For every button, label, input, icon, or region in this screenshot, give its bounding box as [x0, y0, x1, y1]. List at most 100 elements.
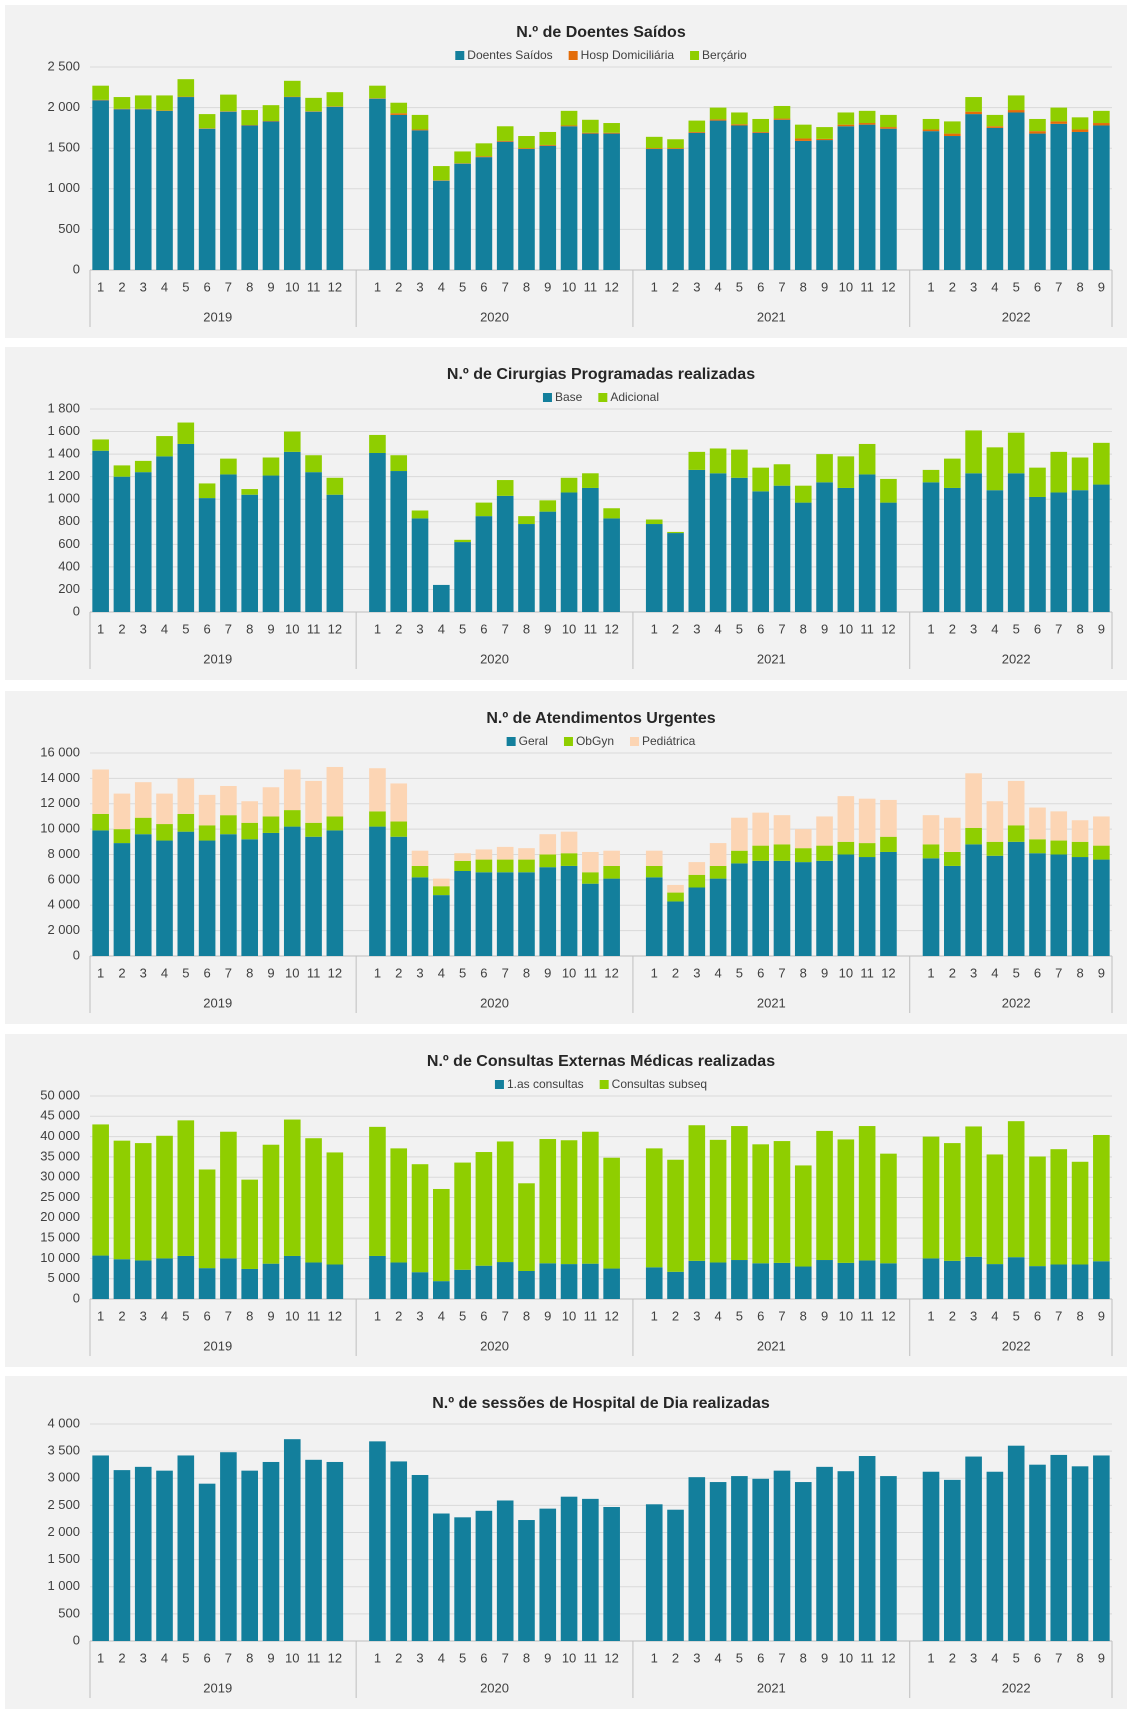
- bar-segment: [305, 111, 322, 270]
- group-label: 2021: [757, 1338, 786, 1353]
- bar-segment: [241, 1179, 258, 1269]
- bar-segment: [560, 125, 578, 127]
- bar-segment: [454, 870, 471, 956]
- bar: [816, 1466, 833, 1641]
- group-label: 2019: [203, 1338, 232, 1353]
- bar: [688, 1477, 706, 1641]
- bar-segment: [134, 109, 152, 270]
- bar-segment: [794, 140, 812, 270]
- bar-segment: [773, 118, 791, 120]
- bar-segment: [773, 485, 791, 612]
- bar-segment: [390, 455, 408, 472]
- bar-segment: [369, 98, 386, 270]
- y-tick-label: 0: [73, 1632, 80, 1647]
- bar-segment: [113, 1140, 131, 1260]
- bar-segment: [134, 1143, 152, 1261]
- bar-segment: [518, 848, 535, 860]
- bar-segment: [326, 92, 344, 107]
- bar-segment: [816, 454, 833, 483]
- x-tick-label: 7: [1055, 621, 1062, 636]
- group-label: 2021: [757, 1680, 786, 1695]
- x-tick-label: 5: [182, 621, 189, 636]
- x-tick-label: 7: [502, 1650, 509, 1665]
- x-tick-label: 10: [562, 621, 576, 636]
- x-tick-label: 12: [604, 1308, 618, 1323]
- y-tick-label: 2 500: [47, 58, 80, 73]
- bar-segment: [837, 487, 855, 612]
- x-tick-label: 6: [203, 1650, 210, 1665]
- y-tick-label: 40 000: [40, 1128, 80, 1143]
- bar-segment: [1007, 841, 1025, 956]
- bar-segment: [198, 825, 216, 841]
- x-tick-label: 2: [118, 279, 125, 294]
- bar-segment: [944, 458, 961, 488]
- bar: [390, 1461, 408, 1641]
- bar: [262, 1461, 280, 1641]
- x-tick-label: 6: [1034, 621, 1041, 636]
- bar-segment: [1093, 816, 1110, 846]
- bar: [475, 1510, 493, 1641]
- bar-segment: [518, 148, 535, 150]
- x-tick-label: 10: [839, 621, 853, 636]
- bar-segment: [369, 1255, 386, 1299]
- bar: [1093, 1455, 1110, 1641]
- x-tick-label: 9: [267, 1650, 274, 1665]
- bar-segment: [539, 145, 557, 270]
- x-tick-label: 11: [307, 965, 321, 980]
- bar-segment: [305, 1262, 322, 1299]
- chart-title: N.º de sessões de Hospital de Dia realiz…: [432, 1395, 770, 1412]
- bar-segment: [816, 1130, 833, 1261]
- y-tick-label: 200: [58, 581, 80, 596]
- legend-swatch: [598, 393, 608, 402]
- bar-segment: [411, 1272, 429, 1299]
- bar-segment: [688, 862, 706, 875]
- bar-segment: [369, 452, 386, 612]
- x-tick-label: 10: [839, 965, 853, 980]
- bar-segment: [1050, 451, 1068, 493]
- bar-segment: [880, 502, 897, 612]
- bar-segment: [433, 180, 450, 270]
- bar-segment: [645, 524, 663, 612]
- bar-segment: [731, 850, 748, 864]
- bar-segment: [92, 439, 109, 451]
- x-tick-label: 7: [778, 621, 785, 636]
- bar-segment: [645, 850, 663, 866]
- legend-swatch: [494, 1080, 504, 1089]
- y-tick-label: 10 000: [40, 1250, 80, 1265]
- x-tick-label: 9: [544, 279, 551, 294]
- x-tick-label: 10: [285, 1650, 299, 1665]
- bar-segment: [794, 829, 812, 849]
- bar-segment: [241, 1268, 258, 1299]
- x-tick-label: 7: [1055, 1308, 1062, 1323]
- y-tick-label: 45 000: [40, 1108, 80, 1123]
- bar-segment: [688, 451, 706, 470]
- bar-segment: [1093, 1134, 1110, 1262]
- bar-segment: [880, 127, 897, 129]
- x-tick-label: 4: [161, 621, 168, 636]
- x-tick-label: 6: [203, 1308, 210, 1323]
- bar: [539, 1508, 557, 1641]
- x-tick-label: 2: [672, 1308, 679, 1323]
- x-tick-label: 2: [672, 965, 679, 980]
- bar: [326, 1461, 344, 1641]
- bar-segment: [922, 131, 940, 270]
- bar-segment: [688, 469, 706, 612]
- bar-segment: [731, 817, 748, 851]
- bar-segment: [241, 489, 258, 495]
- bar: [645, 1504, 663, 1641]
- x-tick-label: 9: [267, 965, 274, 980]
- bar-segment: [496, 495, 514, 612]
- bar-segment: [667, 148, 684, 150]
- bar-segment: [1050, 123, 1068, 270]
- legend: 1.as consultas Consultas subseq: [494, 1077, 707, 1091]
- bar-segment: [92, 1255, 109, 1299]
- bar-segment: [1050, 107, 1068, 122]
- bar-segment: [454, 1269, 471, 1299]
- bar-segment: [773, 1141, 791, 1263]
- bar-segment: [944, 817, 961, 852]
- x-tick-label: 2: [949, 965, 956, 980]
- bar-segment: [369, 768, 386, 812]
- bar-segment: [773, 105, 791, 119]
- x-tick-label: 10: [285, 621, 299, 636]
